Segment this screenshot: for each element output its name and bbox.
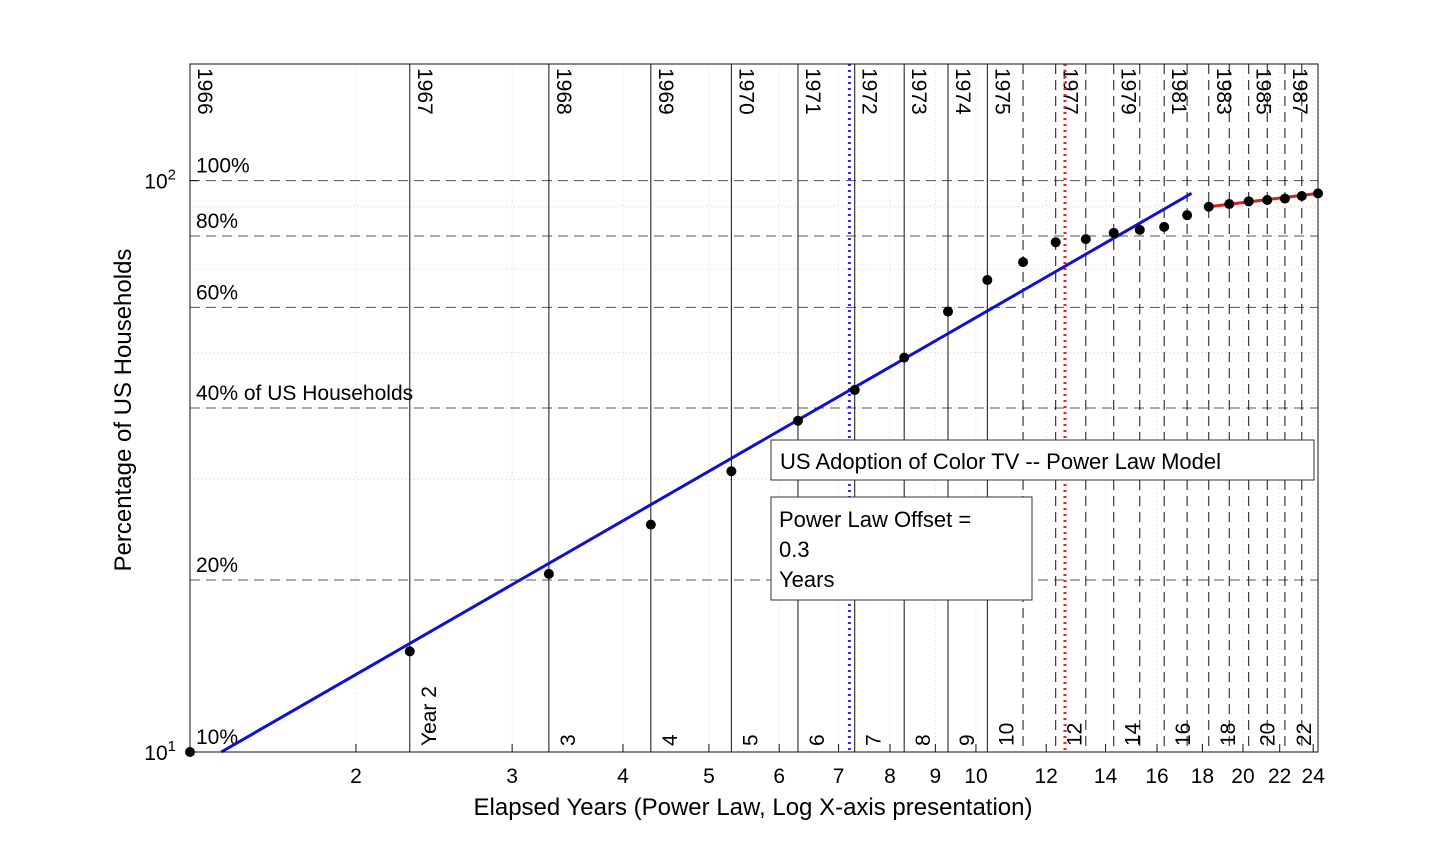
data-point: [1279, 193, 1290, 204]
fit-line: [220, 192, 1193, 754]
data-point: [645, 519, 656, 530]
elapsed-label: 12: [1064, 723, 1087, 746]
elapsed-label: 7: [863, 734, 886, 746]
percent-label: 10%: [196, 726, 238, 749]
year-lines: [189, 64, 1319, 752]
elapsed-label: 20: [1257, 723, 1280, 746]
year-label: 1975: [990, 68, 1013, 115]
year-label: 1967: [413, 68, 436, 115]
data-point: [1203, 201, 1214, 212]
y-tick-label: 101: [144, 738, 176, 765]
x-tick-label: 16: [1145, 765, 1168, 788]
x-tick-label: 12: [1035, 765, 1058, 788]
x-axis-title: Elapsed Years (Power Law, Log X-axis pre…: [474, 794, 1033, 821]
elapsed-label: 3: [557, 734, 580, 746]
elapsed-label: 9: [956, 734, 979, 746]
grid-layer: [190, 64, 1318, 752]
elapsed-label: 5: [739, 734, 762, 746]
y-axis-title: Percentage of US Households: [110, 249, 137, 572]
percent-label: 20%: [196, 554, 238, 577]
x-tick-label: 8: [884, 765, 896, 788]
elapsed-label: 6: [806, 734, 829, 746]
elapsed-label: 14: [1122, 722, 1145, 746]
offset-line-2: 0.3: [779, 537, 810, 562]
x-tick-label: 24: [1302, 765, 1326, 788]
x-tick-label: 5: [703, 765, 715, 788]
year-label: 1970: [734, 68, 757, 115]
year-label: 1966: [193, 68, 216, 115]
year-label: 1971: [801, 68, 824, 115]
data-point: [1224, 199, 1235, 210]
x-tick-label: 2: [350, 765, 362, 788]
year-label: 1979: [1117, 68, 1140, 115]
title-box: US Adoption of Color TV -- Power Law Mod…: [770, 439, 1315, 481]
x-tick-label: 10: [964, 765, 987, 788]
data-point: [1108, 227, 1119, 238]
data-point: [1262, 194, 1273, 205]
x-tick-label: 18: [1191, 765, 1214, 788]
elapsed-label: 8: [912, 734, 935, 746]
data-point: [1243, 196, 1254, 207]
data-point: [982, 275, 993, 286]
title-box-frame: [770, 439, 1315, 481]
x-tick-label: 6: [773, 765, 785, 788]
x-tick-label: 3: [506, 765, 518, 788]
offset-line-3: Years: [779, 567, 834, 592]
elapsed-label: 16: [1172, 723, 1195, 746]
x-tick-label: 9: [930, 765, 942, 788]
data-point: [1080, 234, 1091, 245]
data-point: [792, 415, 803, 426]
year-label: 1973: [907, 68, 930, 115]
year-label: 1974: [951, 68, 974, 115]
x-tick-label: 4: [617, 765, 629, 788]
year-label: 1977: [1059, 68, 1082, 115]
data-point: [943, 306, 954, 317]
elapsed-label: 18: [1217, 723, 1240, 746]
x-tick-label: 7: [833, 765, 845, 788]
plot-frame: [189, 63, 1319, 753]
elapsed-label: 4: [659, 734, 682, 746]
percent-label: 60%: [196, 281, 238, 304]
elapsed-label: Year 2: [418, 686, 441, 746]
offset-box: Power Law Offset = 0.3 Years: [770, 496, 1033, 601]
year-label: 1985: [1252, 68, 1275, 115]
elapsed-label: 22: [1293, 723, 1316, 746]
x-tick-label: 20: [1231, 765, 1254, 788]
data-point: [899, 352, 910, 363]
year-label: 1981: [1167, 68, 1190, 115]
year-label: 1987: [1288, 68, 1311, 115]
elapsed-label: 10: [995, 723, 1018, 746]
data-point: [1296, 190, 1307, 201]
data-point: [404, 646, 415, 657]
data-point: [1182, 210, 1193, 221]
percent-label: 100%: [196, 155, 250, 178]
x-tick-label: 22: [1268, 765, 1291, 788]
chart-title: US Adoption of Color TV -- Power Law Mod…: [780, 449, 1221, 474]
data-point: [849, 385, 860, 396]
percent-label: 40% of US Households: [196, 382, 413, 405]
labels: 1966 1967 Year 2 1968 3 1969 4 1970 5 1971 6 1972 7 1…: [193, 68, 1316, 749]
series: [185, 64, 1323, 757]
offset-box-frame: [770, 496, 1033, 601]
data-point: [543, 568, 554, 579]
data-point: [1159, 221, 1170, 232]
y-tick-label: 102: [144, 167, 176, 194]
percent-label: 80%: [196, 210, 238, 233]
data-point: [1134, 224, 1145, 235]
year-label: 1983: [1212, 68, 1235, 115]
year-label: 1968: [552, 68, 575, 115]
offset-line-1: Power Law Offset =: [779, 507, 971, 532]
year-label: 1969: [654, 68, 677, 115]
year-label: 1972: [858, 68, 881, 115]
data-point: [726, 466, 737, 477]
data-point: [1018, 257, 1029, 268]
data-point: [1050, 237, 1061, 248]
x-tick-label: 14: [1094, 765, 1118, 788]
